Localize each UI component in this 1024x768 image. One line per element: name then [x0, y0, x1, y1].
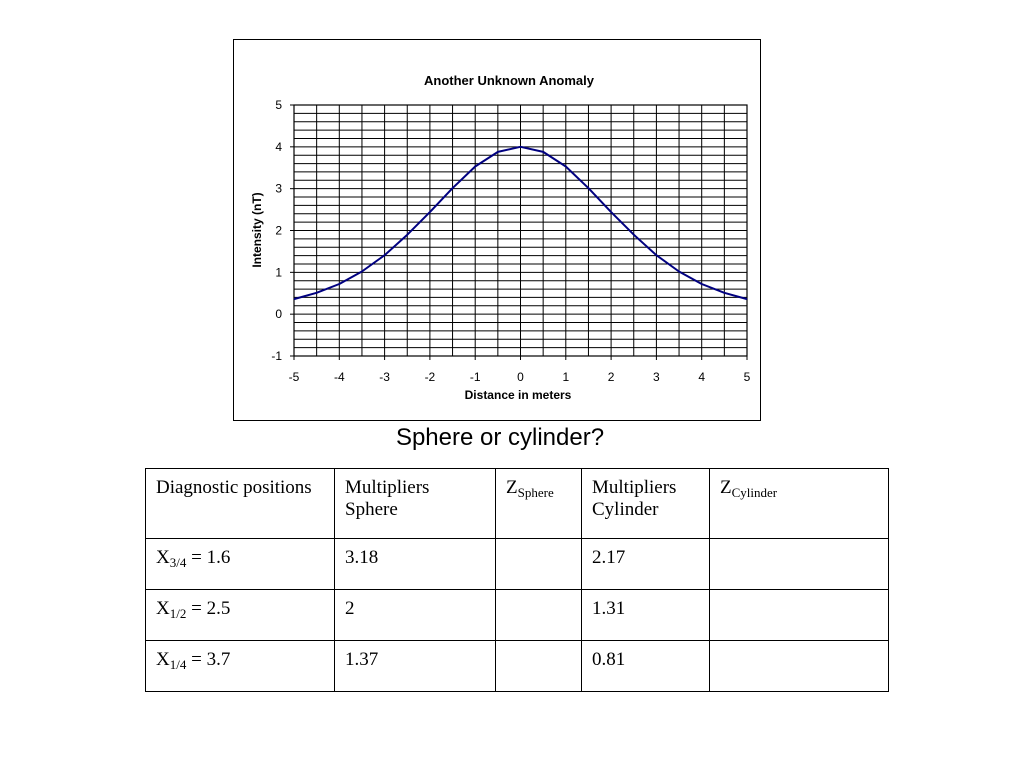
chart-title: Another Unknown Anomaly [424, 73, 595, 88]
cell-mult-sphere: 2 [334, 589, 496, 641]
x-tick-label: -4 [334, 370, 345, 384]
cell-mult-sphere: 3.18 [334, 538, 496, 590]
chart-grid [293, 104, 748, 357]
table-row: X1/4 = 3.7 1.37 0.81 [145, 640, 889, 692]
x-tick-label: 5 [744, 370, 751, 384]
chart-series [293, 145, 748, 301]
y-tick-label: 5 [275, 98, 282, 112]
x-tick-label: 2 [608, 370, 615, 384]
x-tick-label: 3 [653, 370, 660, 384]
header-z-sphere: ZSphere [495, 468, 582, 539]
x-tick-label: -5 [289, 370, 300, 384]
header-multipliers-cylinder: Multipliers Cylinder [581, 468, 710, 539]
chart-frame: -5 -4 -3 -2 -1 0 1 2 3 4 5 -1 0 1 2 3 4 5 Another Unknown… [233, 39, 761, 421]
header-multipliers-sphere: Multipliers Sphere [334, 468, 496, 539]
x-tick-label: -3 [379, 370, 390, 384]
y-tick-label: 2 [275, 224, 282, 238]
x-tick-label: 0 [517, 370, 524, 384]
cell-mult-cylinder: 0.81 [581, 640, 710, 692]
table-row: X1/2 = 2.5 2 1.31 [145, 589, 889, 641]
anomaly-chart: -5 -4 -3 -2 -1 0 1 2 3 4 5 -1 0 1 2 3 4 5 Another Unknown… [250, 73, 751, 402]
header-z-cylinder: ZCylinder [709, 468, 889, 539]
cell-mult-sphere: 1.37 [334, 640, 496, 692]
x-tick-label: -2 [425, 370, 436, 384]
cell-mult-cylinder: 2.17 [581, 538, 710, 590]
cell-z-cylinder [709, 640, 889, 692]
chart-y-axis-label: Intensity (nT) [250, 192, 264, 267]
table-row: X3/4 = 1.6 3.18 2.17 [145, 538, 889, 590]
table-header-row: Diagnostic positions Multipliers Sphere … [145, 468, 889, 539]
cell-position: X3/4 = 1.6 [145, 538, 335, 590]
x-tick-label: 4 [698, 370, 705, 384]
y-tick-label: -1 [271, 349, 282, 363]
cell-z-sphere [495, 640, 582, 692]
diagnostic-table: Diagnostic positions Multipliers Sphere … [145, 468, 889, 692]
cell-position: X1/2 = 2.5 [145, 589, 335, 641]
cell-z-sphere [495, 538, 582, 590]
chart-x-axis-label: Distance in meters [465, 388, 572, 402]
x-tick-label: -1 [470, 370, 481, 384]
slide-title: Sphere or cylinder? [395, 424, 605, 451]
y-tick-label: 3 [275, 182, 282, 196]
cell-mult-cylinder: 1.31 [581, 589, 710, 641]
header-diagnostic-positions: Diagnostic positions [145, 468, 335, 539]
y-tick-label: 1 [275, 265, 282, 279]
chart-ticks: -5 -4 -3 -2 -1 0 1 2 3 4 5 -1 0 1 2 3 4 5 [271, 98, 750, 384]
x-tick-label: 1 [562, 370, 569, 384]
series-line [293, 145, 748, 301]
cell-z-cylinder [709, 538, 889, 590]
y-tick-label: 0 [275, 307, 282, 321]
y-tick-label: 4 [275, 140, 282, 154]
cell-z-cylinder [709, 589, 889, 641]
cell-z-sphere [495, 589, 582, 641]
cell-position: X1/4 = 3.7 [145, 640, 335, 692]
